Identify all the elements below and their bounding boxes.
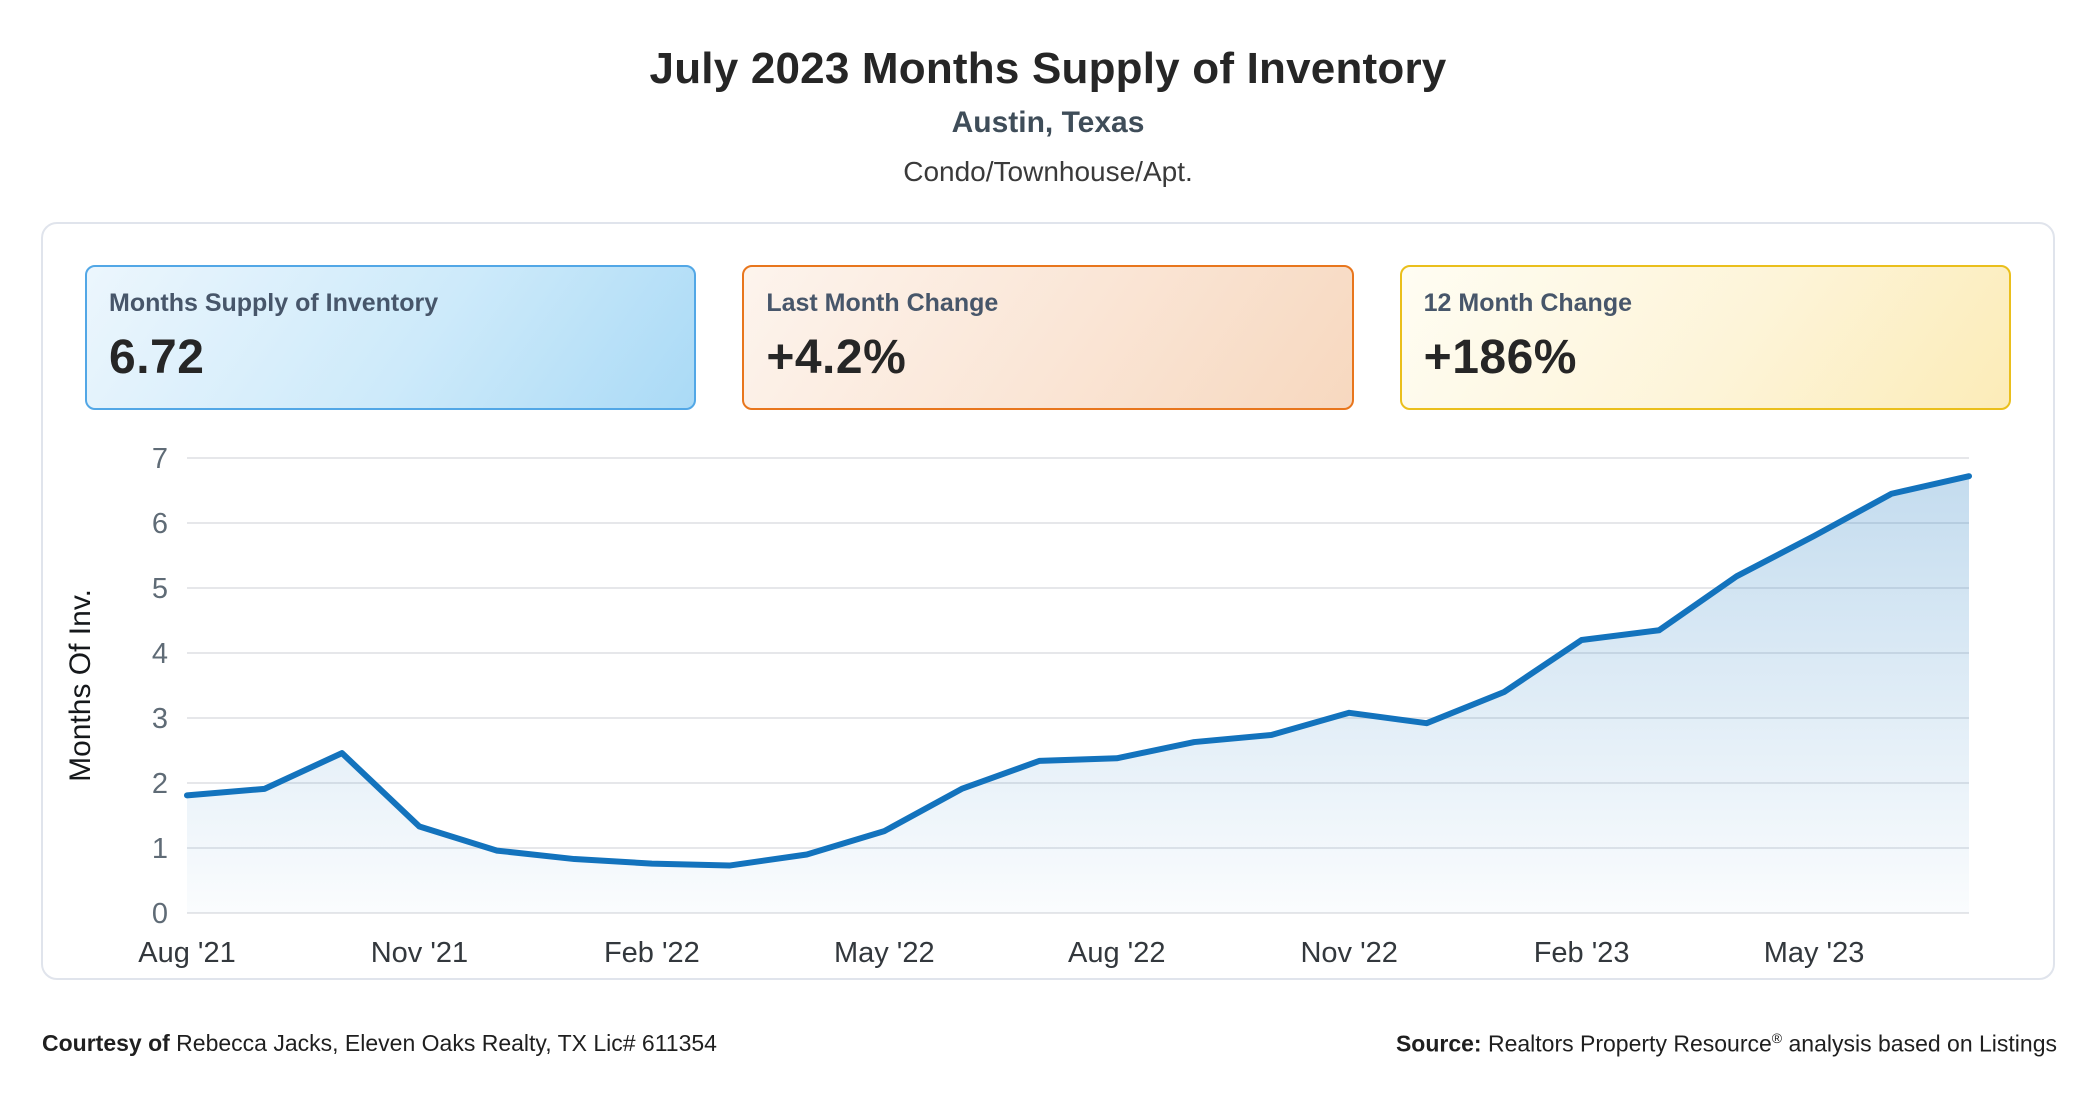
stat-card-label: Last Month Change <box>766 289 999 317</box>
courtesy-prefix: Courtesy of <box>42 1030 170 1056</box>
stat-cards-row: Months Supply of Inventory 6.72 Last Mon… <box>85 265 2011 410</box>
stat-card-months-supply: Months Supply of Inventory 6.72 <box>85 265 697 410</box>
chart-panel: Months Supply of Inventory 6.72 Last Mon… <box>41 222 2055 980</box>
property-type-label: Condo/Townhouse/Apt. <box>903 156 1193 187</box>
source-text: Realtors Property Resource <box>1481 1030 1772 1057</box>
stat-card-value: 6.72 <box>109 331 205 384</box>
stat-card-12-month-change: 12 Month Change +186% <box>1399 265 2011 410</box>
source-text-suffix: analysis based on Listings <box>1782 1030 2057 1057</box>
stat-card-value: +4.2% <box>766 331 907 384</box>
stat-card-label: Months Supply of Inventory <box>109 289 439 317</box>
stat-card-label: 12 Month Change <box>1423 289 1632 317</box>
source-credit: Source: Realtors Property Resource® anal… <box>1396 1030 2057 1058</box>
stat-card-last-month-change: Last Month Change +4.2% <box>742 265 1354 410</box>
stat-card-value: +186% <box>1423 331 1577 384</box>
courtesy-text: Rebecca Jacks, Eleven Oaks Realty, TX Li… <box>169 1030 717 1056</box>
source-prefix: Source: <box>1395 1030 1482 1057</box>
registered-trademark-symbol: ® <box>1771 1030 1783 1046</box>
page-subtitle-location: Austin, Texas <box>951 106 1145 139</box>
courtesy-credit: Courtesy of Rebecca Jacks, Eleven Oaks R… <box>42 1030 717 1057</box>
page-title: July 2023 Months Supply of Inventory <box>649 44 1447 93</box>
